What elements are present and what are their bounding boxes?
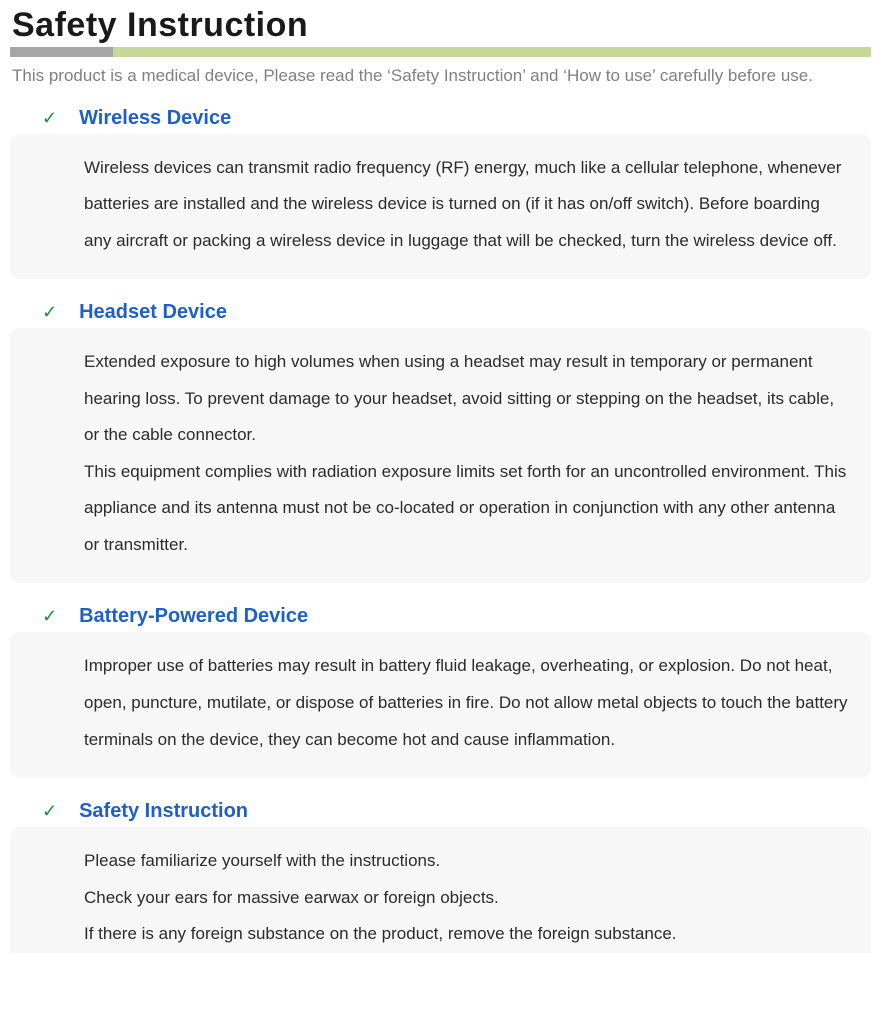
divider-segment-green xyxy=(113,47,871,57)
title-divider xyxy=(10,47,871,57)
section-header: ✓ Safety Instruction xyxy=(10,800,871,823)
section-card: Wireless devices can transmit radio freq… xyxy=(10,134,871,280)
check-icon: ✓ xyxy=(42,607,57,625)
page-root: Safety Instruction This product is a med… xyxy=(0,0,881,973)
section-headset: ✓ Headset Device Extended exposure to hi… xyxy=(10,301,871,583)
section-card: Improper use of batteries may result in … xyxy=(10,632,871,778)
check-icon: ✓ xyxy=(42,303,57,321)
section-header: ✓ Battery-Powered Device xyxy=(10,605,871,628)
divider-segment-gray xyxy=(10,47,113,57)
section-body: Improper use of batteries may result in … xyxy=(84,648,849,758)
check-icon: ✓ xyxy=(42,802,57,820)
check-icon: ✓ xyxy=(42,109,57,127)
section-header: ✓ Headset Device xyxy=(10,301,871,324)
section-body: Extended exposure to high volumes when u… xyxy=(84,344,849,563)
section-header: ✓ Wireless Device xyxy=(10,107,871,130)
section-heading: Safety Instruction xyxy=(79,800,248,823)
section-battery: ✓ Battery-Powered Device Improper use of… xyxy=(10,605,871,778)
section-heading: Wireless Device xyxy=(79,107,231,130)
intro-text: This product is a medical device, Please… xyxy=(10,63,871,107)
section-body: Wireless devices can transmit radio freq… xyxy=(84,150,849,260)
section-card: Extended exposure to high volumes when u… xyxy=(10,328,871,583)
section-card: Please familiarize yourself with the ins… xyxy=(10,827,871,953)
page-title: Safety Instruction xyxy=(10,0,871,47)
section-body: Please familiarize yourself with the ins… xyxy=(84,843,849,953)
section-safety: ✓ Safety Instruction Please familiarize … xyxy=(10,800,871,953)
section-wireless: ✓ Wireless Device Wireless devices can t… xyxy=(10,107,871,280)
section-heading: Battery-Powered Device xyxy=(79,605,308,628)
section-heading: Headset Device xyxy=(79,301,227,324)
